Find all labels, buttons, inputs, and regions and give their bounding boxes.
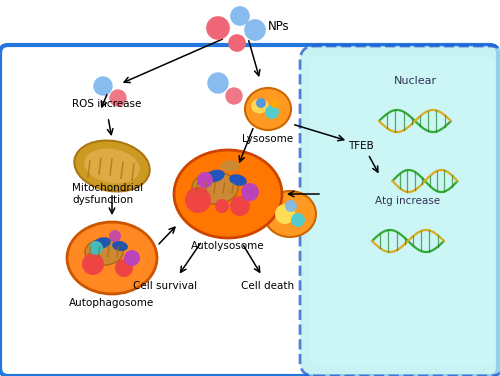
Text: Nuclear: Nuclear: [394, 76, 436, 86]
Circle shape: [265, 105, 279, 119]
Text: Autophagosome: Autophagosome: [70, 298, 154, 308]
Circle shape: [124, 250, 140, 266]
Text: Mitochondrial: Mitochondrial: [72, 183, 143, 193]
Text: Cell survival: Cell survival: [133, 281, 197, 291]
Ellipse shape: [192, 172, 238, 204]
Circle shape: [82, 253, 104, 275]
Ellipse shape: [205, 170, 225, 182]
Ellipse shape: [84, 149, 140, 183]
Ellipse shape: [251, 99, 269, 114]
Ellipse shape: [67, 222, 157, 294]
Ellipse shape: [220, 161, 240, 171]
Ellipse shape: [264, 191, 316, 237]
Text: Cell death: Cell death: [242, 281, 294, 291]
Text: Lysosome: Lysosome: [242, 134, 294, 144]
Circle shape: [94, 77, 112, 95]
Circle shape: [231, 7, 249, 25]
Ellipse shape: [93, 237, 111, 249]
Circle shape: [207, 17, 229, 39]
Ellipse shape: [245, 88, 291, 130]
Text: Atg increase: Atg increase: [376, 196, 440, 206]
Ellipse shape: [74, 141, 150, 191]
Circle shape: [245, 20, 265, 40]
Circle shape: [291, 213, 305, 227]
Text: TFEB: TFEB: [348, 141, 374, 151]
Ellipse shape: [174, 150, 282, 238]
Circle shape: [208, 73, 228, 93]
Text: NPs: NPs: [268, 20, 289, 32]
Circle shape: [241, 183, 259, 201]
Circle shape: [197, 172, 213, 188]
FancyBboxPatch shape: [300, 46, 500, 376]
Circle shape: [285, 200, 297, 212]
Circle shape: [230, 196, 250, 216]
FancyBboxPatch shape: [310, 56, 495, 366]
Circle shape: [229, 35, 245, 51]
FancyBboxPatch shape: [0, 45, 498, 376]
Text: dysfunction: dysfunction: [72, 195, 133, 205]
Circle shape: [115, 259, 133, 277]
Circle shape: [109, 230, 121, 242]
Circle shape: [215, 199, 229, 213]
Circle shape: [271, 100, 279, 108]
Circle shape: [275, 204, 295, 224]
Circle shape: [256, 98, 266, 108]
Circle shape: [226, 88, 242, 104]
Ellipse shape: [229, 174, 247, 186]
Text: ROS increase: ROS increase: [72, 99, 142, 109]
Circle shape: [89, 241, 103, 255]
Ellipse shape: [85, 239, 123, 265]
Text: Autolysosome: Autolysosome: [191, 241, 265, 251]
Ellipse shape: [112, 241, 128, 251]
Circle shape: [185, 187, 211, 213]
Circle shape: [110, 90, 126, 106]
